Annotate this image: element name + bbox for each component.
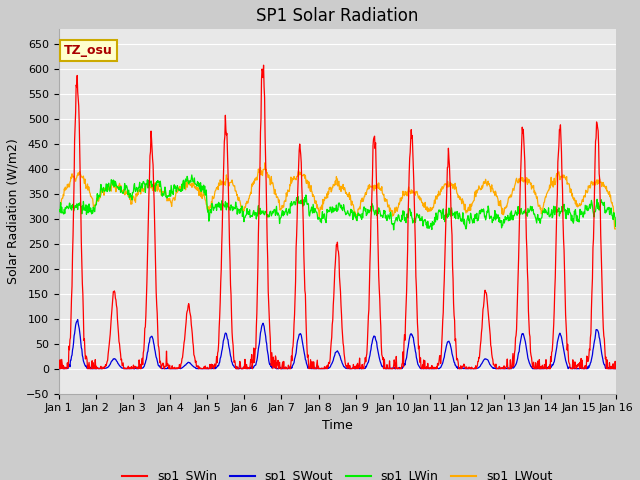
Legend: sp1_SWin, sp1_SWout, sp1_LWin, sp1_LWout: sp1_SWin, sp1_SWout, sp1_LWin, sp1_LWout [117,466,557,480]
X-axis label: Time: Time [322,419,353,432]
Text: TZ_osu: TZ_osu [64,44,113,57]
Title: SP1 Solar Radiation: SP1 Solar Radiation [256,7,419,25]
Y-axis label: Solar Radiation (W/m2): Solar Radiation (W/m2) [7,139,20,284]
